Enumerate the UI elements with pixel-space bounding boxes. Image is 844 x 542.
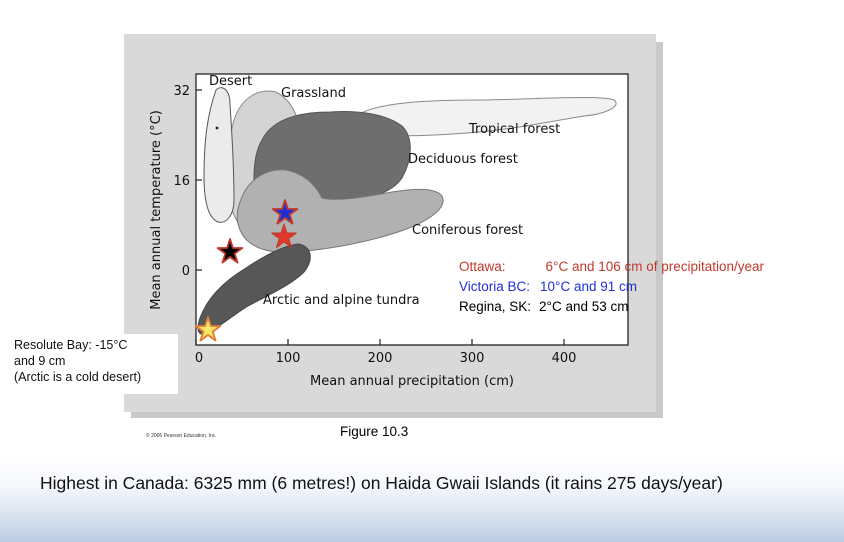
resolute-star-icon bbox=[194, 316, 222, 342]
y-axis-title: Mean annual temperature (°C) bbox=[149, 110, 164, 310]
victoria-star-icon bbox=[271, 199, 299, 225]
desert-label: Desert bbox=[209, 74, 252, 89]
x-tick-label: 200 bbox=[368, 351, 393, 366]
footer-bar bbox=[0, 458, 844, 542]
resolute-line: (Arctic is a cold desert) bbox=[14, 370, 142, 384]
tundra-label: Arctic and alpine tundra bbox=[263, 293, 420, 308]
x-tick-label: 400 bbox=[552, 351, 577, 366]
regina-annotation: Regina, SK: 2°C and 53 cm bbox=[459, 299, 629, 315]
regina-value: 2°C and 53 cm bbox=[539, 299, 629, 314]
desert-dot bbox=[215, 126, 219, 130]
victoria-value: 10°C and 91 cm bbox=[540, 279, 637, 294]
copyright-text: © 2006 Pearson Education, Inc. bbox=[146, 433, 217, 439]
tropical-forest-label: Tropical forest bbox=[468, 122, 560, 137]
ottawa-name: Ottawa: bbox=[459, 259, 506, 274]
ottawa-value: 6°C and 106 cm of precipitation/year bbox=[545, 259, 765, 274]
victoria-annotation: Victoria BC: 10°C and 91 cm bbox=[459, 279, 637, 295]
regina-name: Regina, SK: bbox=[459, 299, 532, 314]
desert-region bbox=[203, 87, 235, 223]
ottawa-annotation: Ottawa: 6°C and 106 cm of precipitation/y… bbox=[459, 259, 764, 275]
deciduous-forest-label: Deciduous forest bbox=[408, 152, 518, 167]
regina-star-icon bbox=[216, 238, 244, 264]
resolute-line: and 9 cm bbox=[14, 354, 66, 368]
figure-caption: Figure 10.3 bbox=[340, 424, 409, 439]
coniferous-forest-label: Coniferous forest bbox=[412, 223, 523, 238]
y-tick-label: 0 bbox=[182, 264, 190, 279]
grassland-label: Grassland bbox=[281, 86, 346, 101]
axis-ticks bbox=[195, 89, 565, 345]
x-tick-label: 100 bbox=[276, 351, 301, 366]
y-tick-label: 16 bbox=[173, 174, 190, 189]
resolute-line: Resolute Bay: -15°C bbox=[14, 338, 128, 352]
x-tick-label: 0 bbox=[195, 351, 203, 366]
y-tick-label: 32 bbox=[173, 84, 190, 99]
footer-text: Highest in Canada: 6325 mm (6 metres!) o… bbox=[40, 473, 723, 493]
victoria-name: Victoria BC: bbox=[459, 279, 531, 294]
x-axis-title: Mean annual precipitation (cm) bbox=[310, 374, 514, 389]
ottawa-star-icon bbox=[271, 223, 297, 249]
resolute-bay-note: Resolute Bay: -15°C and 9 cm (Arctic is … bbox=[0, 334, 178, 394]
x-tick-label: 300 bbox=[460, 351, 485, 366]
coniferous-forest-region bbox=[236, 169, 444, 253]
